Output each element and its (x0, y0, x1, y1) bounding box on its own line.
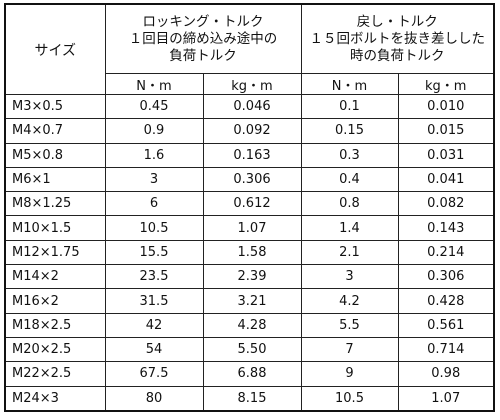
tightening-kgm-cell: 4.28 (202, 312, 302, 338)
tightening-kgm-cell: 8.15 (202, 385, 302, 412)
loosening-kgm-cell: 0.015 (397, 118, 495, 144)
tightening-header-line-1: ロッキング・トルク (142, 13, 264, 30)
loosening-torque-header: 戻し・トルク １５回ボルトを抜き差しした 時の負荷トルク (300, 3, 495, 74)
size-cell: M18×2.5 (4, 312, 106, 338)
size-cell: M10×1.5 (4, 215, 106, 241)
table-row: M5×0.8 1.6 0.163 0.3 0.031 (4, 142, 495, 168)
size-cell: M22×2.5 (4, 361, 106, 387)
loosening-nm-cell: 0.3 (300, 142, 399, 168)
tightening-kgm-cell: 1.58 (202, 239, 302, 266)
tightening-nm-cell: 1.6 (104, 142, 204, 168)
loosening-kgm-cell: 0.428 (397, 288, 495, 314)
loosening-nm-cell: 5.5 (300, 312, 399, 338)
table-row: M10×1.5 10.5 1.07 1.4 0.143 (4, 215, 495, 241)
tightening-kgm-cell: 0.163 (202, 142, 302, 168)
size-cell: M5×0.8 (4, 142, 106, 168)
loosening-kgm-cell: 0.031 (397, 142, 495, 168)
size-cell: M16×2 (4, 288, 106, 314)
loosening-nm-cell: 2.1 (300, 239, 399, 266)
size-cell: M6×1 (4, 166, 106, 193)
loosening-kgm-cell: 0.041 (397, 166, 495, 193)
unit-header-tightening-kgm: kg・m (202, 73, 302, 95)
tightening-kgm-cell: 0.306 (202, 166, 302, 193)
loosening-nm-cell: 0.1 (300, 93, 399, 120)
size-cell: M24×3 (4, 385, 106, 412)
tightening-nm-cell: 80 (104, 385, 204, 412)
size-cell: M4×0.7 (4, 118, 106, 144)
unit-header-loosening-nm: N・m (300, 73, 399, 95)
table-row: M4×0.7 0.9 0.092 0.15 0.015 (4, 118, 495, 144)
tightening-header-line-3: 負荷トルク (169, 47, 237, 64)
loosening-nm-cell: 0.15 (300, 118, 399, 144)
size-cell: M3×0.5 (4, 93, 106, 120)
size-cell: M8×1.25 (4, 191, 106, 217)
tightening-kgm-cell: 5.50 (202, 336, 302, 363)
tightening-nm-cell: 10.5 (104, 215, 204, 241)
loosening-kgm-cell: 0.143 (397, 215, 495, 241)
tightening-kgm-cell: 0.092 (202, 118, 302, 144)
tightening-header-line-2: １回目の締め込み途中の (128, 30, 278, 47)
loosening-nm-cell: 0.4 (300, 166, 399, 193)
loosening-nm-cell: 10.5 (300, 385, 399, 412)
loosening-kgm-cell: 0.306 (397, 264, 495, 290)
tightening-kgm-cell: 2.39 (202, 264, 302, 290)
table-row: M24×3 80 8.15 10.5 1.07 (4, 385, 495, 412)
header-row-groups: サイズ ロッキング・トルク １回目の締め込み途中の 負荷トルク 戻し・トルク １… (4, 3, 495, 95)
tightening-nm-cell: 0.45 (104, 93, 204, 120)
size-header: サイズ (4, 3, 106, 95)
loosening-nm-cell: 0.8 (300, 191, 399, 217)
size-cell: M12×1.75 (4, 239, 106, 266)
loosening-nm-cell: 4.2 (300, 288, 399, 314)
tightening-kgm-cell: 3.21 (202, 288, 302, 314)
tightening-nm-cell: 15.5 (104, 239, 204, 266)
loosening-kgm-cell: 0.98 (397, 361, 495, 387)
loosening-nm-cell: 9 (300, 361, 399, 387)
unit-header-loosening-kgm: kg・m (397, 73, 495, 95)
table-row: M22×2.5 67.5 6.88 9 0.98 (4, 361, 495, 387)
tightening-kgm-cell: 1.07 (202, 215, 302, 241)
loosening-kgm-cell: 1.07 (397, 385, 495, 412)
table-body: M3×0.5 0.45 0.046 0.1 0.010 M4×0.7 0.9 0.092 0.1… (4, 93, 495, 412)
unit-header-tightening-nm: N・m (104, 73, 204, 95)
table-row: M6×1 3 0.306 0.4 0.041 (4, 166, 495, 193)
tightening-nm-cell: 42 (104, 312, 204, 338)
loosening-nm-cell: 3 (300, 264, 399, 290)
tightening-nm-cell: 6 (104, 191, 204, 217)
size-cell: M14×2 (4, 264, 106, 290)
table-row: M12×1.75 15.5 1.58 2.1 0.214 (4, 239, 495, 266)
torque-table-frame: サイズ ロッキング・トルク １回目の締め込み途中の 負荷トルク 戻し・トルク １… (4, 3, 495, 412)
torque-table: サイズ ロッキング・トルク １回目の締め込み途中の 負荷トルク 戻し・トルク １… (4, 3, 495, 412)
tightening-torque-header: ロッキング・トルク １回目の締め込み途中の 負荷トルク (104, 3, 302, 74)
loosening-kgm-cell: 0.214 (397, 239, 495, 266)
loosening-kgm-cell: 0.561 (397, 312, 495, 338)
tightening-nm-cell: 3 (104, 166, 204, 193)
table-row: M3×0.5 0.45 0.046 0.1 0.010 (4, 93, 495, 120)
tightening-nm-cell: 67.5 (104, 361, 204, 387)
size-cell: M20×2.5 (4, 336, 106, 363)
table-row: M8×1.25 6 0.612 0.8 0.082 (4, 191, 495, 217)
tightening-kgm-cell: 0.612 (202, 191, 302, 217)
loosening-kgm-cell: 0.010 (397, 93, 495, 120)
tightening-nm-cell: 0.9 (104, 118, 204, 144)
table-row: M16×2 31.5 3.21 4.2 0.428 (4, 288, 495, 314)
tightening-kgm-cell: 0.046 (202, 93, 302, 120)
loosening-header-line-2: １５回ボルトを抜き差しした (309, 30, 486, 47)
table-row: M20×2.5 54 5.50 7 0.714 (4, 336, 495, 363)
tightening-kgm-cell: 6.88 (202, 361, 302, 387)
tightening-nm-cell: 23.5 (104, 264, 204, 290)
tightening-nm-cell: 54 (104, 336, 204, 363)
loosening-nm-cell: 1.4 (300, 215, 399, 241)
loosening-kgm-cell: 0.714 (397, 336, 495, 363)
loosening-nm-cell: 7 (300, 336, 399, 363)
tightening-nm-cell: 31.5 (104, 288, 204, 314)
loosening-kgm-cell: 0.082 (397, 191, 495, 217)
table-row: M18×2.5 42 4.28 5.5 0.561 (4, 312, 495, 338)
loosening-header-line-1: 戻し・トルク (356, 13, 438, 30)
table-row: M14×2 23.5 2.39 3 0.306 (4, 264, 495, 290)
loosening-header-line-3: 時の負荷トルク (350, 47, 445, 64)
